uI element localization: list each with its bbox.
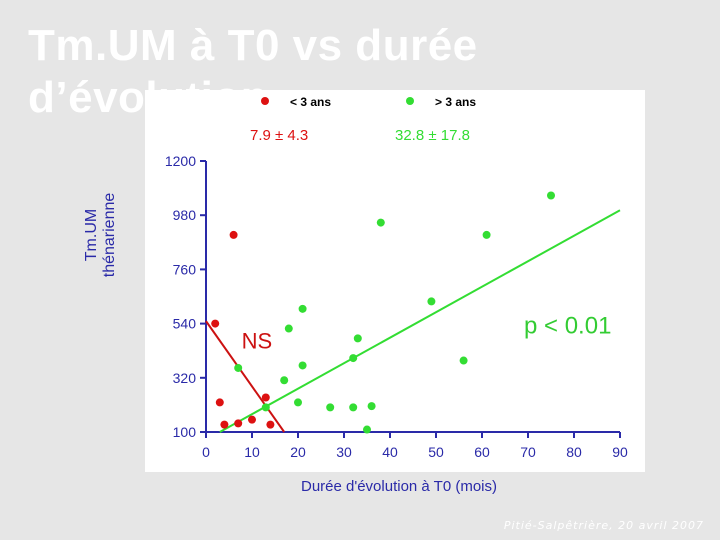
data-point-series-2: [482, 230, 491, 239]
data-point-series-1: [211, 319, 220, 328]
y-tick-label: 100: [173, 424, 197, 440]
data-point-series-1: [234, 419, 243, 428]
data-point-series-2: [294, 398, 302, 407]
legend-label: > 3 ans: [435, 95, 476, 109]
chart-panel: 100 320 540 760 980 1200 0 10 20 30 40 50 60 70 80 90 < …: [145, 90, 645, 472]
footer-text: Pitié-Salpêtrière, 20 avril 2007: [503, 519, 704, 532]
slide-title-line-1: Tm.UM à T0 vs durée: [28, 21, 478, 70]
legend-label: < 3 ans: [290, 95, 331, 109]
x-tick-label: 90: [612, 444, 628, 460]
y-axis-label: Tm.UM thénarienne: [78, 130, 130, 340]
data-point-series-1: [215, 398, 224, 407]
y-tick-label: 980: [173, 207, 197, 223]
data-point-series-2: [547, 191, 555, 200]
x-tick-label: 20: [290, 444, 306, 460]
data-point-series-1: [266, 420, 275, 429]
data-point-series-2: [367, 402, 376, 411]
annotation: NS: [242, 328, 273, 353]
data-point-series-2: [349, 354, 358, 363]
data-point-series-2: [298, 361, 307, 370]
legend-marker: [261, 97, 269, 105]
data-point-series-1: [220, 420, 229, 429]
data-point-series-2: [261, 403, 270, 412]
legend-stat: 7.9 ± 4.3: [250, 127, 308, 144]
annotation: p < 0.01: [524, 313, 611, 340]
data-point-series-2: [349, 403, 358, 412]
data-point-series-1: [261, 393, 270, 402]
x-tick-label: 50: [428, 444, 444, 460]
x-tick-label: 70: [520, 444, 536, 460]
x-axis-label: Durée d'évolution à T0 (mois): [300, 478, 497, 495]
data-point-series-2: [280, 376, 289, 385]
scatter-chart: 100 320 540 760 980 1200 0 10 20 30 40 50 60 70 80 90 < …: [165, 95, 628, 460]
x-tick-label: 0: [202, 444, 210, 460]
data-point-series-1: [248, 415, 256, 424]
y-axis-label-line-2: thénarienne: [101, 193, 118, 278]
data-point-series-2: [284, 324, 293, 333]
data-point-series-2: [353, 334, 362, 343]
data-point-series-1: [229, 230, 238, 239]
data-point-series-2: [234, 363, 243, 372]
fit-line: [205, 320, 286, 433]
x-tick-label: 40: [382, 444, 398, 460]
data-point-series-2: [376, 218, 385, 227]
data-point-series-2: [459, 356, 468, 365]
x-tick-label: 10: [244, 444, 260, 460]
data-point-series-2: [326, 403, 335, 412]
legend-marker: [406, 97, 414, 105]
legend-stat: 32.8 ± 17.8: [395, 127, 470, 144]
y-tick-label: 540: [173, 316, 197, 332]
data-point-series-2: [427, 297, 436, 306]
fit-line: [219, 209, 621, 433]
y-tick-label: 760: [173, 261, 197, 277]
x-tick-label: 30: [336, 444, 352, 460]
x-tick-label: 60: [474, 444, 490, 460]
data-point-series-2: [363, 425, 371, 434]
y-axis-label-line-1: Tm.UM: [83, 209, 100, 261]
data-point-series-2: [298, 304, 307, 313]
y-tick-label: 1200: [165, 153, 196, 169]
x-tick-label: 80: [566, 444, 582, 460]
y-tick-label: 320: [173, 370, 197, 386]
